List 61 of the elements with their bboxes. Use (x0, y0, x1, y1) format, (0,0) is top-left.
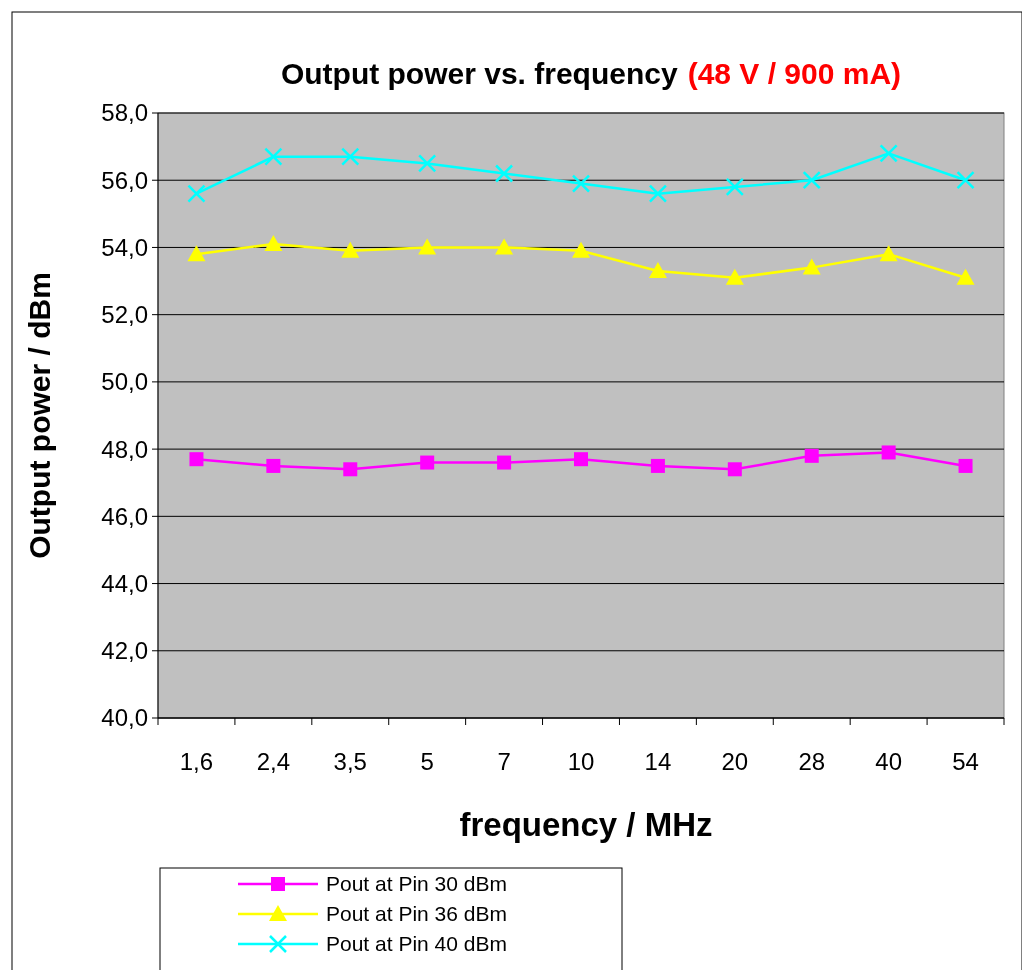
point (187, 245, 206, 262)
point (264, 147, 283, 166)
point (879, 245, 898, 262)
y-tick-label: 48,0 (101, 435, 148, 463)
point (187, 184, 206, 203)
x-tick-label: 1,6 (179, 748, 214, 775)
point (650, 458, 665, 473)
chart-subtitle: (48 V / 900 mA) (687, 57, 902, 90)
point (571, 174, 591, 193)
point (881, 445, 896, 460)
point (725, 177, 745, 197)
point (266, 458, 281, 473)
y-tick-label: 46,0 (101, 502, 148, 530)
legend-label: Pout at Pin 40 dBm (326, 932, 507, 956)
legend-label: Pout at Pin 36 dBm (326, 902, 507, 926)
point (802, 258, 821, 275)
x-axis-title: frequency / MHz (459, 806, 713, 843)
x-tick-label: 2,4 (256, 748, 291, 775)
point (574, 452, 588, 467)
point (956, 170, 975, 190)
y-tick-label: 50,0 (101, 368, 148, 396)
point (341, 147, 360, 166)
point (572, 241, 590, 258)
point (958, 458, 973, 473)
point (494, 164, 514, 183)
y-tick-label: 58,0 (101, 99, 148, 127)
point (727, 462, 742, 477)
legend-label: Pout at Pin 30 dBm (326, 872, 507, 896)
point (648, 184, 668, 203)
point (495, 238, 514, 255)
x-tick-label: 40 (875, 748, 902, 775)
y-tick-label: 40,0 (101, 704, 148, 732)
point (189, 452, 204, 467)
y-tick-label: 54,0 (101, 233, 148, 261)
point (420, 455, 435, 470)
point (264, 235, 283, 252)
y-tick-label: 52,0 (101, 301, 148, 329)
point (725, 268, 744, 285)
point (804, 448, 819, 463)
x-tick-label: 5 (420, 748, 434, 775)
chart-title: Output power vs. frequency (280, 57, 678, 90)
point (802, 170, 821, 190)
point (343, 462, 358, 477)
point (879, 144, 898, 163)
point (956, 268, 975, 285)
point (497, 455, 512, 470)
y-tick-label: 56,0 (101, 166, 148, 194)
y-tick-label: 42,0 (101, 637, 148, 665)
point (418, 238, 437, 255)
y-tick-label: 44,0 (101, 569, 148, 597)
x-tick-label: 20 (721, 748, 749, 775)
point (417, 154, 437, 173)
x-tick-label: 3,5 (333, 748, 367, 775)
y-axis-title: Output power / dBm (23, 272, 56, 559)
x-tick-label: 54 (952, 748, 979, 775)
x-tick-label: 10 (567, 748, 595, 775)
x-tick-label: 7 (497, 748, 511, 775)
x-tick-label: 28 (798, 748, 826, 775)
point (341, 241, 360, 258)
x-tick-label: 14 (644, 748, 672, 775)
point (648, 261, 667, 278)
